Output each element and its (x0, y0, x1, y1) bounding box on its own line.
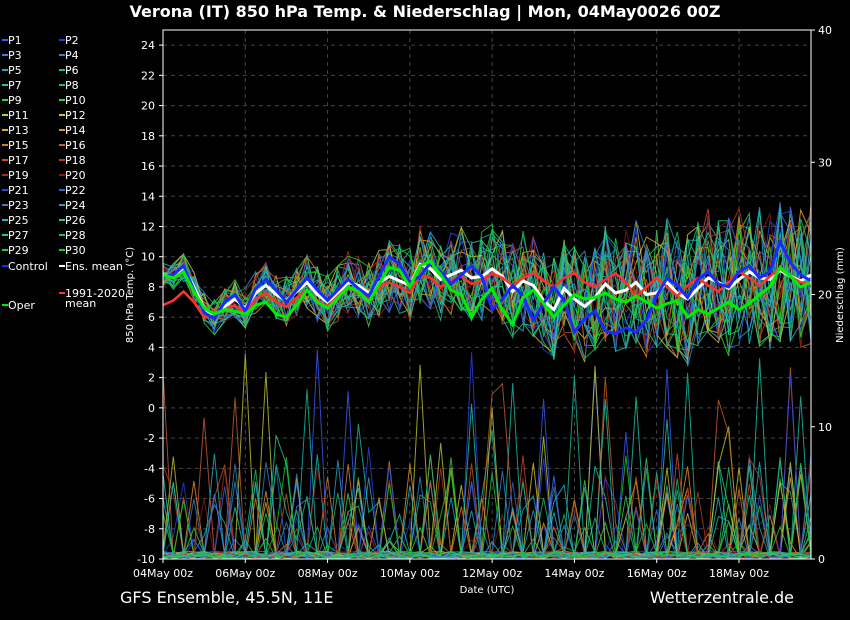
x-tick-label: 10May 00z (380, 567, 440, 580)
legend-item: P10 (65, 94, 86, 107)
y-tick-label-left: 14 (141, 190, 155, 203)
y-tick-label-right: 30 (818, 156, 832, 169)
y-tick-label-left: -4 (144, 462, 155, 475)
legend-item: P5 (8, 64, 22, 77)
legend-item: P19 (8, 169, 29, 182)
x-tick-label: 16May 00z (627, 567, 687, 580)
legend-item: P7 (8, 79, 22, 92)
y-tick-label-left: 20 (141, 100, 155, 113)
legend-item: P18 (65, 154, 86, 167)
y-tick-label-left: -6 (144, 493, 155, 506)
legend-item: P8 (65, 79, 79, 92)
y-tick-label-left: 4 (148, 341, 155, 354)
y-tick-label-left: 16 (141, 160, 155, 173)
legend-item: P11 (8, 109, 29, 122)
member-precip-line (162, 455, 812, 560)
y-tick-label-right: 10 (818, 421, 832, 434)
legend-item: Control (8, 260, 48, 273)
series-lines (162, 237, 812, 336)
y-tick-label-left: -10 (137, 553, 155, 566)
legend-item: P25 (8, 214, 29, 227)
y-tick-label-left: 18 (141, 130, 155, 143)
x-tick-label: 18May 00z (709, 567, 769, 580)
y-axis-right: 0 10 20 30 40 (811, 24, 832, 566)
legend-item: P27 (8, 229, 29, 242)
legend-item: P29 (8, 244, 29, 257)
y-axis-right-label: Niederschlag (mm) (835, 247, 846, 343)
legend-item: mean (65, 297, 96, 310)
legend-item: P6 (65, 64, 79, 77)
legend-item: P14 (65, 124, 86, 137)
member-temp-line (162, 226, 812, 360)
x-tick-label: 08May 00z (298, 567, 358, 580)
legend: P1 P2 P3 P4 P5 P6 P7 P8 P9 P10 P11 P12 P13 P14 P15 P16 P… (2, 34, 125, 312)
legend-item: P2 (65, 34, 79, 47)
x-tick-label: 14May 00z (544, 567, 604, 580)
chart-title: Verona (IT) 850 hPa Temp. & Niederschlag… (129, 2, 721, 21)
series-1991-2020-mean (162, 267, 812, 319)
y-tick-label-left: -2 (144, 432, 155, 445)
y-tick-label-left: 6 (148, 311, 155, 324)
site-credit: Wetterzentrale.de (649, 588, 794, 607)
y-tick-label-right: 0 (818, 553, 825, 566)
legend-item: P16 (65, 139, 86, 152)
y-tick-label-right: 40 (818, 24, 832, 37)
y-axis-left-label: 850 hPa Temp. (°C) (125, 247, 136, 343)
ensemble-member-lines (162, 201, 812, 560)
legend-item: P23 (8, 199, 29, 212)
legend-item: P13 (8, 124, 29, 137)
legend-item: P12 (65, 109, 86, 122)
x-tick-label: 12May 00z (462, 567, 522, 580)
y-tick-label-left: 22 (141, 69, 155, 82)
member-temp-line (162, 218, 812, 347)
legend-item: 1991-2020 (65, 287, 125, 300)
y-tick-label-left: 8 (148, 281, 155, 294)
y-tick-label-left: 24 (141, 39, 155, 52)
legend-item: P15 (8, 139, 29, 152)
member-temp-line (162, 234, 812, 357)
legend-item: Oper (8, 299, 35, 312)
legend-item: P28 (65, 229, 86, 242)
y-tick-label-right: 20 (818, 289, 832, 302)
x-axis: 04May 00z 06May 00z 08May 00z 10May 00z 12Ma… (133, 559, 769, 580)
legend-item: Ens. mean (65, 260, 123, 273)
y-tick-label-left: 12 (141, 220, 155, 233)
legend-item: P9 (8, 94, 22, 107)
member-temp-line (162, 210, 812, 358)
legend-item: P3 (8, 49, 22, 62)
y-tick-label-left: -8 (144, 523, 155, 536)
legend-item: P1 (8, 34, 22, 47)
legend-item: P24 (65, 199, 86, 212)
x-axis-label: Date (UTC) (460, 585, 515, 596)
y-tick-label-left: 10 (141, 251, 155, 264)
legend-item: P21 (8, 184, 29, 197)
member-precip-line (162, 472, 812, 560)
y-tick-label-left: 2 (148, 372, 155, 385)
y-tick-label-left: 0 (148, 402, 155, 415)
legend-item: P26 (65, 214, 86, 227)
legend-item: P30 (65, 244, 86, 257)
legend-item: P4 (65, 49, 79, 62)
x-tick-label: 06May 00z (215, 567, 275, 580)
legend-item: P22 (65, 184, 86, 197)
model-info: GFS Ensemble, 45.5N, 11E (120, 588, 334, 607)
series-oper (162, 259, 812, 328)
legend-item: P17 (8, 154, 29, 167)
legend-item: P20 (65, 169, 86, 182)
x-tick-label: 04May 00z (133, 567, 193, 580)
